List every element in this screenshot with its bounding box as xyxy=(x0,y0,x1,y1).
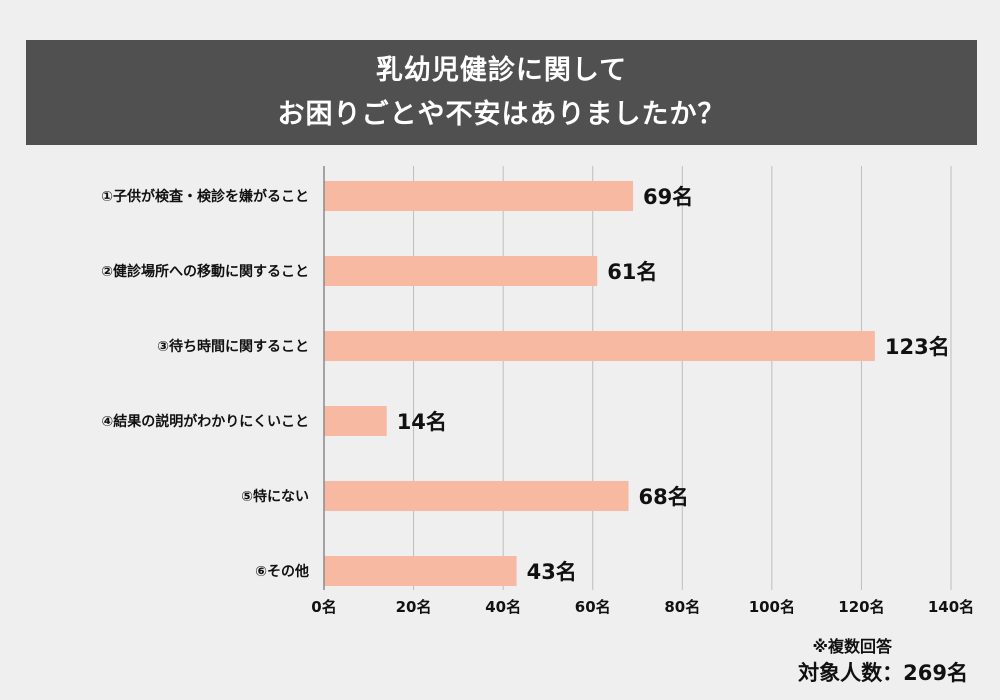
bar-value-label: 69名 xyxy=(643,185,693,209)
bar xyxy=(324,256,598,286)
bar-value-label: 43名 xyxy=(527,560,577,584)
bar xyxy=(324,406,387,436)
chart-title: 乳幼児健診に関して お困りごとや不安はありましたか？ xyxy=(26,40,977,145)
bar xyxy=(324,556,517,586)
x-tick-label: 120名 xyxy=(838,598,884,616)
title-line-2: お困りごとや不安はありましたか？ xyxy=(277,98,726,130)
multiple-answer-note: ※複数回答 xyxy=(812,637,892,656)
bar-value-label: 61名 xyxy=(607,260,657,284)
x-tick-label: 60名 xyxy=(575,598,611,616)
x-tick-label: 20名 xyxy=(396,598,432,616)
respondent-total: 対象人数：269名 xyxy=(798,661,968,685)
bar-value-label: 123名 xyxy=(885,335,950,359)
x-tick-label: 80名 xyxy=(664,598,700,616)
x-tick-label: 40名 xyxy=(485,598,521,616)
bar-value-label: 14名 xyxy=(397,410,447,434)
category-label: ③待ち時間に関すること xyxy=(157,338,309,355)
category-label: ⑤特にない xyxy=(241,488,309,505)
bar-value-label: 68名 xyxy=(639,485,689,509)
x-tick-label: 140名 xyxy=(928,598,974,616)
x-tick-label: 0名 xyxy=(311,598,336,616)
category-label: ②健診場所への移動に関すること xyxy=(101,263,309,280)
bar xyxy=(324,331,875,361)
category-label: ⑥その他 xyxy=(255,563,309,580)
category-label: ①子供が検査・検診を嫌がること xyxy=(101,188,309,205)
title-line-1: 乳幼児健診に関して xyxy=(375,54,628,86)
x-tick-label: 100名 xyxy=(749,598,795,616)
bar xyxy=(324,481,629,511)
category-label: ④結果の説明がわかりにくいこと xyxy=(101,413,309,430)
bar xyxy=(324,181,634,211)
